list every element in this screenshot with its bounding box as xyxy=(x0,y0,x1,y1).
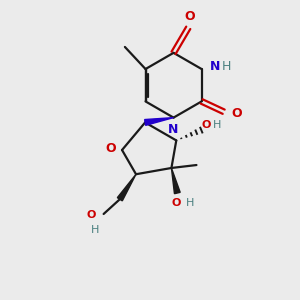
Text: O: O xyxy=(86,210,95,220)
Text: O: O xyxy=(171,198,181,208)
Text: H: H xyxy=(91,225,100,235)
Text: N: N xyxy=(210,60,220,73)
Text: H: H xyxy=(212,119,221,130)
Text: O: O xyxy=(202,119,211,130)
Text: N: N xyxy=(168,123,179,136)
Text: O: O xyxy=(184,10,195,22)
Text: H: H xyxy=(222,60,231,73)
Polygon shape xyxy=(117,174,136,201)
Polygon shape xyxy=(171,168,180,194)
Text: H: H xyxy=(186,198,194,208)
Text: O: O xyxy=(231,107,242,120)
Text: O: O xyxy=(105,142,116,155)
Polygon shape xyxy=(145,118,174,125)
